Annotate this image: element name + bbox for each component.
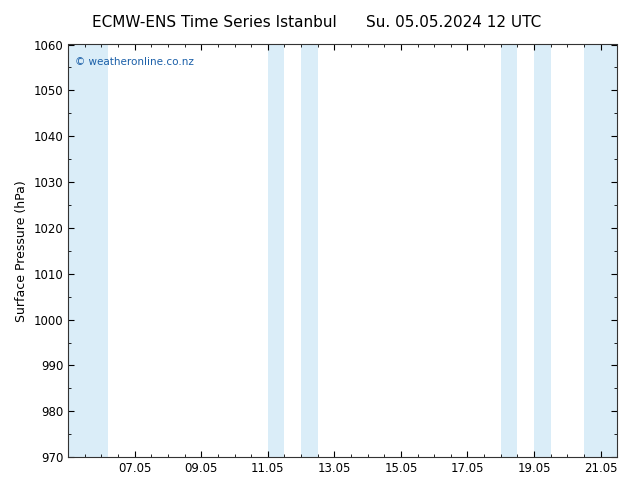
Bar xyxy=(268,45,285,457)
Y-axis label: Surface Pressure (hPa): Surface Pressure (hPa) xyxy=(15,180,28,322)
Bar xyxy=(301,45,318,457)
Bar xyxy=(584,45,617,457)
Text: ECMW-ENS Time Series Istanbul      Su. 05.05.2024 12 UTC: ECMW-ENS Time Series Istanbul Su. 05.05.… xyxy=(93,15,541,30)
Bar xyxy=(534,45,550,457)
Bar xyxy=(68,45,108,457)
Bar xyxy=(501,45,517,457)
Text: © weatheronline.co.nz: © weatheronline.co.nz xyxy=(75,57,193,67)
